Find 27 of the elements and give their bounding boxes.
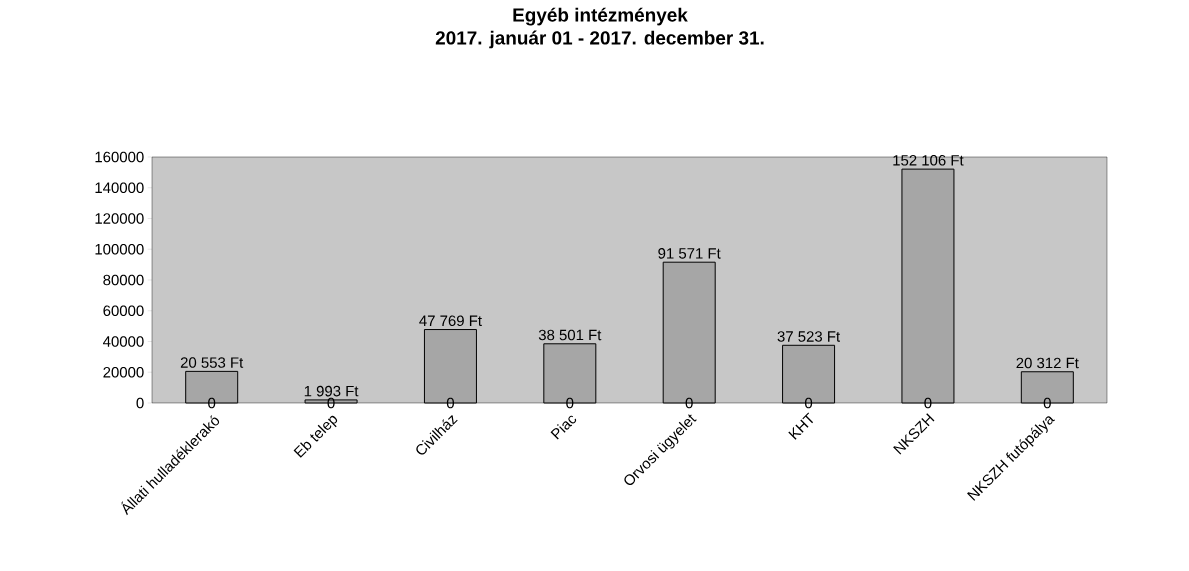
annotation: 0 [1043,397,1051,409]
y-tick-label: 40000 [103,336,144,347]
y-tick-label: 100000 [95,243,144,255]
y-tick-label: 0 [136,397,144,409]
data-label: 20 553 Ft [180,357,244,368]
y-tick-label: 120000 [95,213,144,224]
annotation: 0 [804,397,813,409]
annotation: 0 [208,397,216,409]
data-label: 91 571 Ft [658,248,721,259]
annotation: 0 [446,397,455,409]
annotation: 0 [566,397,574,409]
y-tick-label: 160000 [95,151,144,163]
chart-subtitle: 2017. január 01 - 2017. december 31. [435,30,764,49]
data-label: 152 106 Ft [893,155,964,166]
annotation: 0 [924,397,932,409]
data-label: 47 769 Ft [419,315,482,327]
annotation: 0 [685,397,693,409]
data-label: 1 993 Ft [304,385,359,397]
y-tick-label: 140000 [95,182,144,194]
data-label: 20 312 Ft [1016,357,1079,369]
y-tick-label: 60000 [103,305,144,317]
y-tick-label: 20000 [103,366,144,378]
data-label: 38 501 Ft [538,329,602,341]
data-label: 37 523 Ft [777,331,841,342]
x-tick-label: Piac [550,415,577,440]
y-tick-label: 80000 [103,274,144,286]
chart-title: Egyéb intézmények [513,7,688,26]
